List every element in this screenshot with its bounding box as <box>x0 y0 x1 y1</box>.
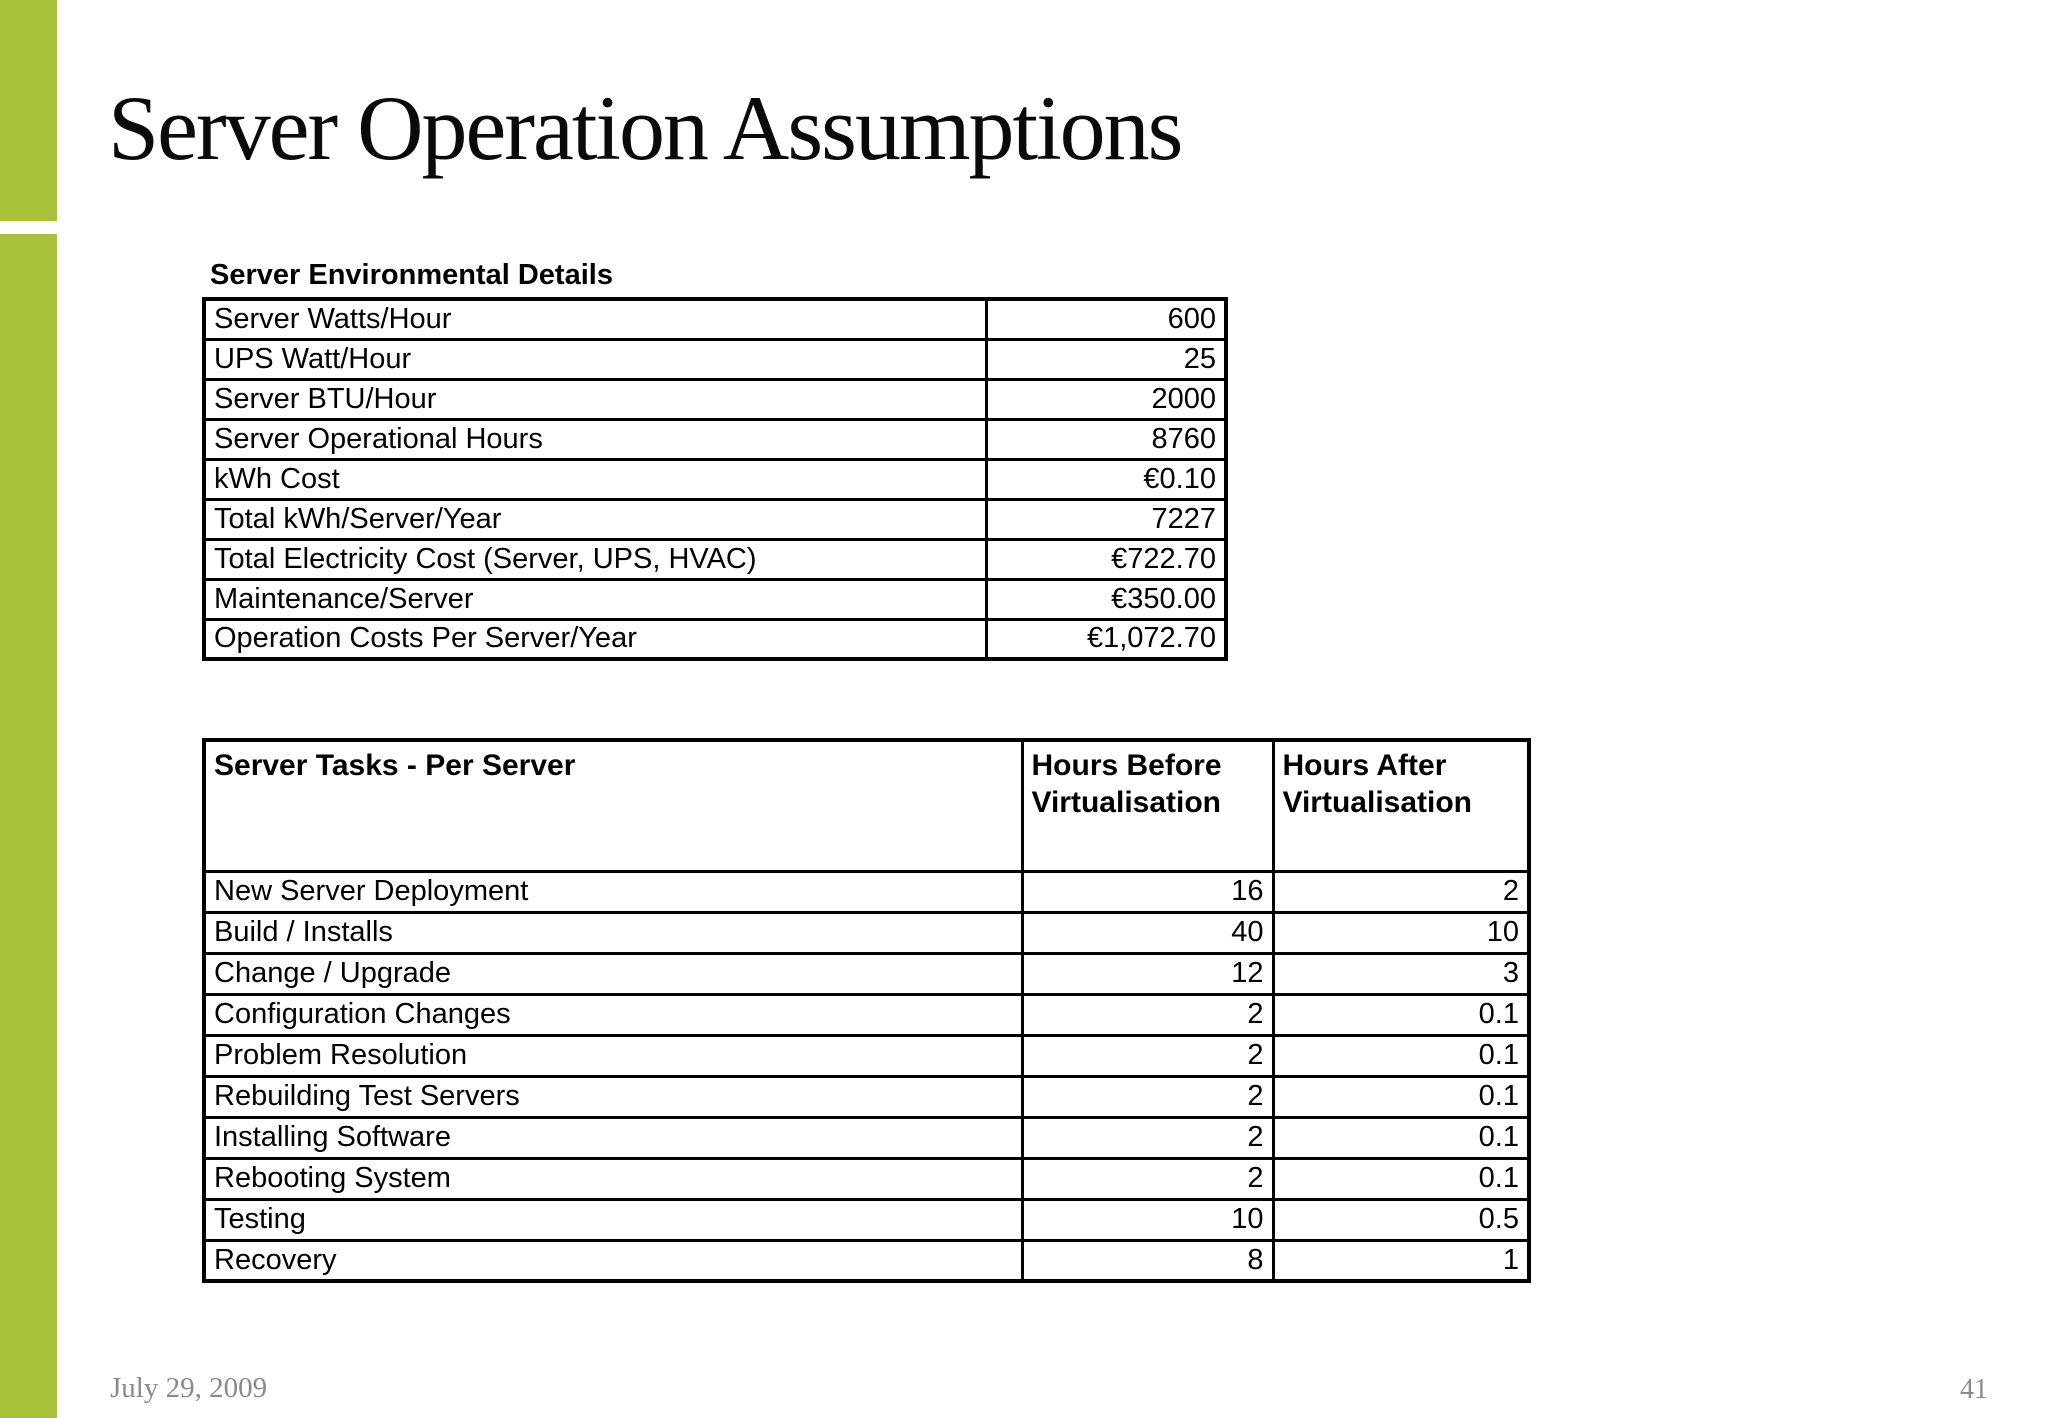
accent-bar-top-segment <box>0 0 57 221</box>
env-row-value: 25 <box>984 337 1228 381</box>
task-label: Configuration Changes <box>202 992 1024 1037</box>
env-table-row: Total kWh/Server/Year 7227 <box>202 497 1228 541</box>
env-row-value: €722.70 <box>984 537 1228 581</box>
task-label: Installing Software <box>202 1115 1024 1160</box>
task-hours-before: 10 <box>1020 1197 1275 1242</box>
env-row-label: Operation Costs Per Server/Year <box>202 617 988 661</box>
task-label: Recovery <box>202 1238 1024 1283</box>
env-row-value: €0.10 <box>984 457 1228 501</box>
task-hours-after: 0.1 <box>1271 992 1531 1037</box>
env-row-label: Server Operational Hours <box>202 417 988 461</box>
tasks-table-row: New Server Deployment 16 2 <box>202 869 1531 914</box>
task-label: Change / Upgrade <box>202 951 1024 996</box>
task-hours-before: 2 <box>1020 1156 1275 1201</box>
task-label: Build / Installs <box>202 910 1024 955</box>
env-row-value: 8760 <box>984 417 1228 461</box>
env-row-label: Total kWh/Server/Year <box>202 497 988 541</box>
env-row-value: 600 <box>984 297 1228 341</box>
footer-page-number: 41 <box>1960 1374 1988 1405</box>
tasks-table-row: Rebooting System 2 0.1 <box>202 1156 1531 1201</box>
task-label: New Server Deployment <box>202 869 1024 914</box>
task-hours-after: 0.1 <box>1271 1074 1531 1119</box>
tasks-table-row: Installing Software 2 0.1 <box>202 1115 1531 1160</box>
env-table-row: Server BTU/Hour 2000 <box>202 377 1228 421</box>
task-hours-after: 0.1 <box>1271 1115 1531 1160</box>
task-hours-before: 2 <box>1020 1115 1275 1160</box>
tasks-table-row: Change / Upgrade 12 3 <box>202 951 1531 996</box>
tasks-table-row: Configuration Changes 2 0.1 <box>202 992 1531 1037</box>
task-label: Problem Resolution <box>202 1033 1024 1078</box>
task-hours-before: 16 <box>1020 869 1275 914</box>
env-row-value: 7227 <box>984 497 1228 541</box>
task-hours-before: 12 <box>1020 951 1275 996</box>
tasks-header-before: Hours Before Virtualisation <box>1020 738 1275 873</box>
env-row-value: 2000 <box>984 377 1228 421</box>
task-hours-after: 1 <box>1271 1238 1531 1283</box>
env-table-row: Operation Costs Per Server/Year €1,072.7… <box>202 617 1228 661</box>
task-hours-after: 10 <box>1271 910 1531 955</box>
slide-title: Server Operation Assumptions <box>108 77 1183 179</box>
env-row-label: kWh Cost <box>202 457 988 501</box>
tasks-table-header-row: Server Tasks - Per Server Hours Before V… <box>202 738 1531 873</box>
env-table-row: Server Watts/Hour 600 <box>202 297 1228 341</box>
task-hours-after: 0.1 <box>1271 1156 1531 1201</box>
task-hours-before: 2 <box>1020 992 1275 1037</box>
tasks-table-row: Build / Installs 40 10 <box>202 910 1531 955</box>
env-row-value: €350.00 <box>984 577 1228 621</box>
task-hours-before: 8 <box>1020 1238 1275 1283</box>
env-table-row: Server Operational Hours 8760 <box>202 417 1228 461</box>
task-label: Testing <box>202 1197 1024 1242</box>
env-table: Server Watts/Hour 600 UPS Watt/Hour 25 S… <box>202 297 1228 661</box>
task-hours-after: 2 <box>1271 869 1531 914</box>
env-row-label: Server BTU/Hour <box>202 377 988 421</box>
task-hours-before: 2 <box>1020 1074 1275 1119</box>
env-row-value: €1,072.70 <box>984 617 1228 661</box>
env-table-row: Maintenance/Server €350.00 <box>202 577 1228 621</box>
env-table-row: UPS Watt/Hour 25 <box>202 337 1228 381</box>
tasks-table-row: Recovery 8 1 <box>202 1238 1531 1283</box>
tasks-table: Server Tasks - Per Server Hours Before V… <box>202 738 1531 1283</box>
accent-bar-main-segment <box>0 234 57 1418</box>
footer-date: July 29, 2009 <box>110 1372 268 1404</box>
task-hours-before: 2 <box>1020 1033 1275 1078</box>
env-row-label: Total Electricity Cost (Server, UPS, HVA… <box>202 537 988 581</box>
tasks-table-row: Rebuilding Test Servers 2 0.1 <box>202 1074 1531 1119</box>
env-table-heading: Server Environmental Details <box>210 259 613 291</box>
env-row-label: Maintenance/Server <box>202 577 988 621</box>
env-table-row: kWh Cost €0.10 <box>202 457 1228 501</box>
task-label: Rebuilding Test Servers <box>202 1074 1024 1119</box>
env-row-label: Server Watts/Hour <box>202 297 988 341</box>
task-hours-after: 0.5 <box>1271 1197 1531 1242</box>
task-hours-before: 40 <box>1020 910 1275 955</box>
task-hours-after: 0.1 <box>1271 1033 1531 1078</box>
env-row-label: UPS Watt/Hour <box>202 337 988 381</box>
task-label: Rebooting System <box>202 1156 1024 1201</box>
tasks-table-row: Testing 10 0.5 <box>202 1197 1531 1242</box>
env-table-row: Total Electricity Cost (Server, UPS, HVA… <box>202 537 1228 581</box>
task-hours-after: 3 <box>1271 951 1531 996</box>
tasks-table-row: Problem Resolution 2 0.1 <box>202 1033 1531 1078</box>
tasks-header-after: Hours After Virtualisation <box>1271 738 1531 873</box>
tasks-header-task: Server Tasks - Per Server <box>202 738 1024 873</box>
